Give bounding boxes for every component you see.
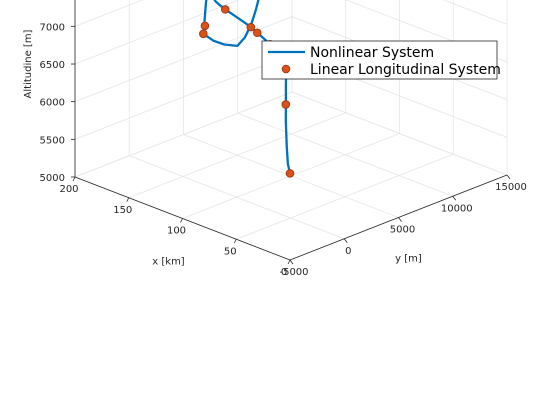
- z-tick-label: 5500: [40, 135, 65, 146]
- y-tick-mark: [290, 260, 293, 264]
- y-tick-label: 10000: [441, 203, 473, 214]
- x-tick-label: 150: [113, 205, 132, 216]
- y-tick-mark: [399, 218, 402, 222]
- series-marker-linear-longitudinal: [253, 29, 261, 37]
- x-tick-mark: [127, 198, 129, 202]
- series-marker-linear-longitudinal: [286, 170, 294, 178]
- x-tick-mark: [73, 177, 75, 181]
- legend-entry-linear: Linear Longitudinal System: [310, 62, 501, 78]
- y-tick-label: 0: [345, 246, 351, 257]
- z-axis-label: Altitudine [m]: [23, 29, 34, 98]
- z-tick-label: 5000: [40, 173, 65, 184]
- y-tick-label: 5000: [390, 225, 415, 236]
- y-tick-mark: [344, 239, 347, 243]
- series-marker-linear-longitudinal: [200, 30, 208, 38]
- legend-marker-swatch: [282, 65, 290, 73]
- x-tick-mark: [181, 219, 183, 223]
- y-tick-mark: [453, 196, 456, 200]
- legend-entry-nonlinear: Nonlinear System: [310, 45, 434, 61]
- series-marker-linear-longitudinal: [247, 23, 255, 31]
- legend: Nonlinear System Linear Longitudinal Sys…: [262, 41, 501, 79]
- y-tick-label: -5000: [279, 267, 308, 278]
- z-tick-label: 6500: [40, 60, 65, 71]
- series-marker-linear-longitudinal: [221, 6, 229, 14]
- series-marker-linear-longitudinal: [282, 101, 290, 109]
- x-tick-mark: [288, 260, 290, 264]
- y-tick-mark: [507, 175, 510, 179]
- y-axis-label: y [m]: [395, 254, 422, 265]
- x-axis-label: x [km]: [152, 257, 185, 268]
- y-tick-label: 15000: [495, 182, 527, 193]
- x-tick-label: 50: [224, 246, 237, 257]
- series-marker-linear-longitudinal: [201, 22, 209, 30]
- z-tick-label: 6000: [40, 98, 65, 109]
- x-tick-label: 100: [167, 226, 186, 237]
- z-tick-label: 7000: [40, 22, 65, 33]
- x-tick-mark: [234, 239, 236, 243]
- x-tick-label: 200: [59, 184, 78, 195]
